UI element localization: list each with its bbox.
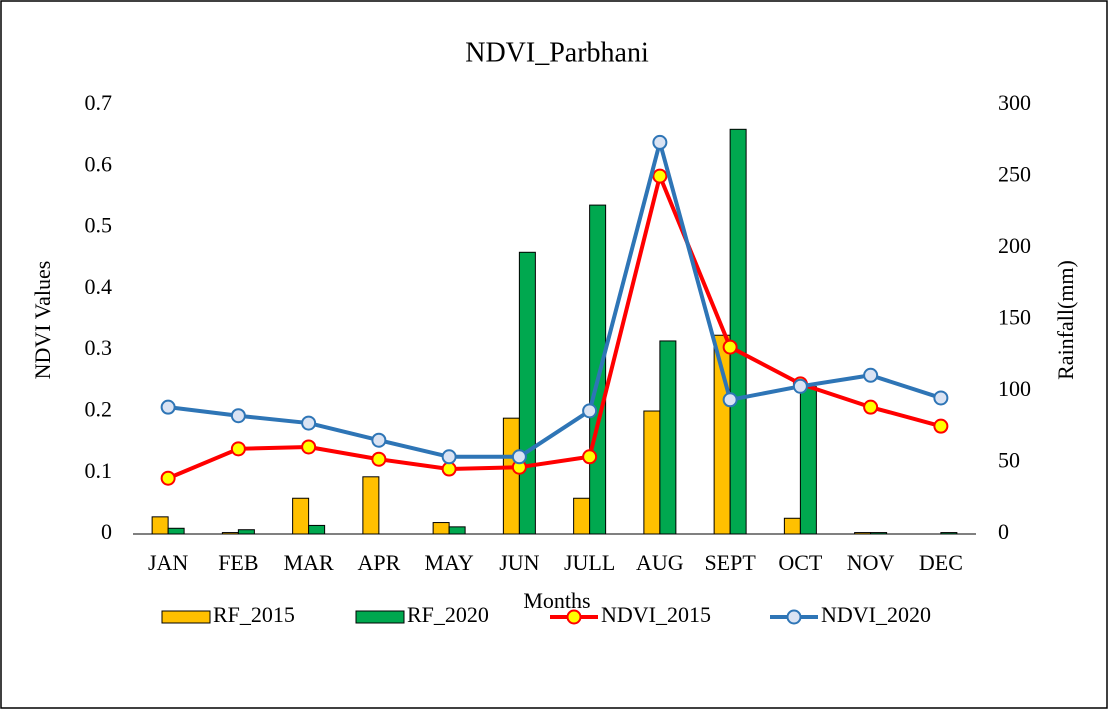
marker <box>441 449 457 465</box>
marker <box>652 168 668 184</box>
marker <box>160 399 176 415</box>
bar <box>729 128 747 535</box>
bar <box>659 340 677 535</box>
legend-label: RF_2015 <box>213 602 295 627</box>
marker <box>722 339 738 355</box>
marker <box>652 134 668 150</box>
bar <box>502 417 520 535</box>
bar <box>518 251 536 535</box>
bar <box>308 524 326 535</box>
marker <box>933 418 949 434</box>
bar <box>783 517 801 535</box>
marker <box>441 461 457 477</box>
x-axis-title: Months <box>523 588 590 613</box>
bar <box>237 529 255 535</box>
y-tick-label: 0.3 <box>85 335 113 360</box>
bar <box>432 522 450 535</box>
marker <box>371 451 387 467</box>
y-tick-label: 0 <box>101 519 112 544</box>
legend-label: NDVI_2020 <box>821 602 931 627</box>
line <box>167 140 942 459</box>
legend-label: RF_2020 <box>407 602 489 627</box>
x-tick-label: AUG <box>636 550 684 575</box>
marker <box>722 392 738 408</box>
y-tick-label: 0.1 <box>85 458 113 483</box>
y2-tick-label: 250 <box>998 162 1031 187</box>
y2-tick-label: 300 <box>998 90 1031 115</box>
marker <box>301 415 317 431</box>
marker <box>863 399 879 415</box>
x-tick-label: FEB <box>218 550 258 575</box>
marker <box>933 390 949 406</box>
marker <box>511 449 527 465</box>
bar <box>448 526 466 535</box>
bar <box>151 516 169 535</box>
legend-marker <box>786 609 802 625</box>
marker <box>230 441 246 457</box>
bar <box>573 497 591 535</box>
x-tick-label: DEC <box>919 550 963 575</box>
legend-swatch <box>355 610 405 624</box>
x-tick-label: JAN <box>148 550 188 575</box>
y-tick-label: 0.7 <box>85 90 113 115</box>
legend-label: NDVI_2015 <box>601 602 711 627</box>
y2-tick-label: 100 <box>998 376 1031 401</box>
chart-title: NDVI_Parbhani <box>465 37 649 68</box>
x-tick-label: OCT <box>778 550 823 575</box>
marker <box>160 470 176 486</box>
x-tick-label: MAR <box>284 550 334 575</box>
bar <box>167 527 185 535</box>
bar <box>589 204 607 535</box>
y2-tick-label: 200 <box>998 233 1031 258</box>
marker <box>792 378 808 394</box>
y-tick-label: 0.4 <box>85 274 113 299</box>
bar <box>799 386 817 535</box>
y-tick-label: 0.2 <box>85 396 113 421</box>
marker <box>863 367 879 383</box>
legend-swatch <box>161 610 211 624</box>
bar <box>643 410 661 535</box>
y2-tick-label: 150 <box>998 305 1031 330</box>
bar <box>292 497 310 535</box>
y2-tick-label: 50 <box>998 448 1020 473</box>
y-tick-label: 0.5 <box>85 213 113 238</box>
x-tick-label: MAY <box>424 550 473 575</box>
x-tick-label: JUN <box>499 550 539 575</box>
marker <box>230 408 246 424</box>
marker <box>582 403 598 419</box>
y-axis-title: NDVI Values <box>30 261 55 380</box>
legend-marker <box>566 609 582 625</box>
marker <box>371 432 387 448</box>
y2-axis-title: Rainfall(mm) <box>1053 260 1078 380</box>
x-tick-label: SEPT <box>704 550 756 575</box>
y2-tick-label: 0 <box>998 519 1009 544</box>
marker <box>301 439 317 455</box>
bar <box>362 476 380 535</box>
line <box>167 174 942 481</box>
x-tick-label: JULL <box>564 550 615 575</box>
x-tick-label: NOV <box>847 550 895 575</box>
marker <box>582 449 598 465</box>
y-tick-label: 0.6 <box>85 151 113 176</box>
x-tick-label: APR <box>357 550 400 575</box>
